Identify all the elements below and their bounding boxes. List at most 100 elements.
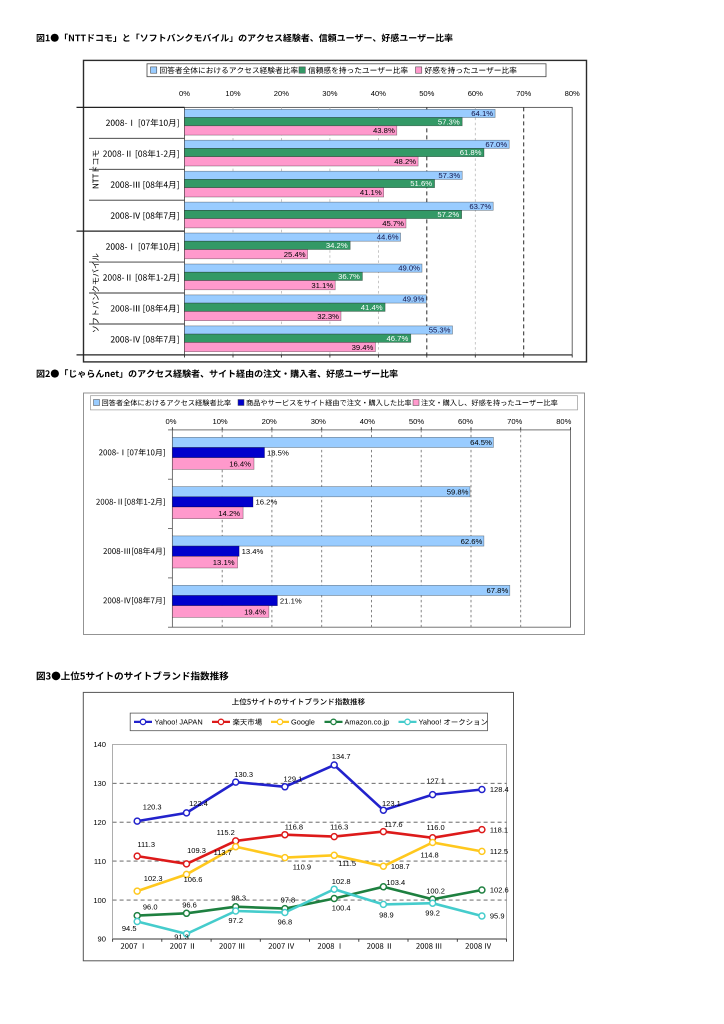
svg-text:13.1%: 13.1% bbox=[213, 558, 235, 567]
svg-text:48.2%: 48.2% bbox=[394, 157, 416, 166]
svg-text:117.6: 117.6 bbox=[384, 820, 402, 829]
svg-text:Google: Google bbox=[291, 718, 315, 727]
svg-text:70%: 70% bbox=[507, 417, 522, 426]
svg-text:123.1: 123.1 bbox=[382, 799, 401, 808]
svg-text:21.1%: 21.1% bbox=[280, 596, 302, 605]
svg-text:40%: 40% bbox=[371, 89, 386, 98]
svg-text:50%: 50% bbox=[409, 417, 424, 426]
svg-text:32.3%: 32.3% bbox=[317, 312, 339, 321]
svg-text:80%: 80% bbox=[565, 89, 580, 98]
svg-text:102.3: 102.3 bbox=[144, 874, 163, 883]
svg-text:97.2: 97.2 bbox=[228, 916, 243, 925]
svg-text:49.0%: 49.0% bbox=[398, 264, 420, 273]
svg-text:57.3%: 57.3% bbox=[438, 117, 460, 126]
svg-text:20%: 20% bbox=[274, 89, 289, 98]
svg-text:64.1%: 64.1% bbox=[471, 109, 493, 118]
svg-text:41.1%: 41.1% bbox=[360, 188, 382, 197]
svg-text:70%: 70% bbox=[516, 89, 531, 98]
svg-text:16.2%: 16.2% bbox=[256, 498, 278, 507]
svg-text:98.9: 98.9 bbox=[379, 910, 394, 919]
svg-text:120: 120 bbox=[93, 818, 106, 827]
svg-text:60%: 60% bbox=[458, 417, 473, 426]
svg-text:0%: 0% bbox=[166, 417, 177, 426]
svg-text:Amazon.co.jp: Amazon.co.jp bbox=[345, 718, 390, 727]
svg-text:59.8%: 59.8% bbox=[447, 487, 469, 496]
svg-text:129.1: 129.1 bbox=[284, 774, 303, 783]
svg-text:99.2: 99.2 bbox=[425, 909, 440, 918]
svg-text:111.3: 111.3 bbox=[137, 840, 155, 849]
svg-text:20%: 20% bbox=[262, 417, 277, 426]
svg-text:19.4%: 19.4% bbox=[244, 608, 266, 617]
svg-text:0%: 0% bbox=[179, 89, 190, 98]
svg-text:115.2: 115.2 bbox=[217, 828, 235, 837]
svg-text:100.4: 100.4 bbox=[332, 903, 351, 912]
svg-text:100: 100 bbox=[93, 896, 106, 905]
svg-text:30%: 30% bbox=[322, 89, 337, 98]
svg-text:106.6: 106.6 bbox=[184, 875, 203, 884]
svg-text:46.7%: 46.7% bbox=[386, 334, 408, 343]
svg-text:98.3: 98.3 bbox=[231, 894, 246, 903]
svg-text:109.3: 109.3 bbox=[187, 846, 206, 855]
svg-text:67.8%: 67.8% bbox=[486, 586, 508, 595]
svg-text:114.8: 114.8 bbox=[420, 851, 438, 860]
svg-text:94.5: 94.5 bbox=[122, 924, 137, 933]
svg-text:49.9%: 49.9% bbox=[402, 295, 424, 304]
svg-text:67.0%: 67.0% bbox=[485, 140, 507, 149]
svg-text:90: 90 bbox=[98, 935, 106, 944]
svg-text:96.0: 96.0 bbox=[143, 903, 158, 912]
svg-text:134.7: 134.7 bbox=[332, 752, 351, 761]
svg-text:95.9: 95.9 bbox=[490, 912, 505, 921]
svg-text:18.5%: 18.5% bbox=[267, 448, 289, 457]
svg-text:112.5: 112.5 bbox=[490, 847, 508, 856]
svg-text:51.6%: 51.6% bbox=[410, 179, 432, 188]
svg-text:45.7%: 45.7% bbox=[382, 219, 404, 228]
svg-text:63.7%: 63.7% bbox=[469, 202, 491, 211]
svg-text:100.2: 100.2 bbox=[426, 886, 445, 895]
svg-text:60%: 60% bbox=[468, 89, 483, 98]
svg-text:130.3: 130.3 bbox=[234, 770, 253, 779]
svg-text:118.1: 118.1 bbox=[490, 825, 508, 834]
svg-text:13.4%: 13.4% bbox=[242, 547, 264, 556]
svg-text:43.8%: 43.8% bbox=[373, 126, 395, 135]
svg-text:116.3: 116.3 bbox=[330, 822, 348, 831]
svg-text:31.1%: 31.1% bbox=[311, 281, 333, 290]
svg-text:57.3%: 57.3% bbox=[438, 171, 460, 180]
svg-text:122.4: 122.4 bbox=[189, 799, 208, 808]
svg-text:44.6%: 44.6% bbox=[377, 233, 399, 242]
svg-text:113.7: 113.7 bbox=[214, 848, 232, 857]
svg-text:111.5: 111.5 bbox=[338, 859, 356, 868]
svg-text:103.4: 103.4 bbox=[386, 878, 405, 887]
svg-text:Yahoo!: Yahoo! bbox=[419, 718, 442, 727]
svg-text:128.4: 128.4 bbox=[490, 785, 509, 794]
svg-text:102.6: 102.6 bbox=[490, 886, 509, 895]
svg-text:39.4%: 39.4% bbox=[352, 343, 374, 352]
svg-text:57.2%: 57.2% bbox=[437, 210, 459, 219]
svg-text:10%: 10% bbox=[212, 417, 227, 426]
svg-text:16.4%: 16.4% bbox=[229, 460, 251, 469]
svg-text:41.4%: 41.4% bbox=[361, 303, 383, 312]
svg-text:36.7%: 36.7% bbox=[338, 272, 360, 281]
svg-text:116.0: 116.0 bbox=[426, 823, 444, 832]
svg-text:110: 110 bbox=[94, 857, 106, 866]
svg-text:34.2%: 34.2% bbox=[326, 241, 348, 250]
svg-text:130: 130 bbox=[93, 779, 106, 788]
svg-text:62.6%: 62.6% bbox=[461, 537, 483, 546]
svg-text:61.8%: 61.8% bbox=[460, 148, 482, 157]
svg-text:108.7: 108.7 bbox=[391, 862, 410, 871]
svg-text:80%: 80% bbox=[556, 417, 571, 426]
svg-text:40%: 40% bbox=[360, 417, 375, 426]
svg-text:127.1: 127.1 bbox=[426, 777, 445, 786]
svg-text:110.9: 110.9 bbox=[293, 863, 311, 872]
svg-text:120.3: 120.3 bbox=[143, 803, 162, 812]
svg-text:64.5%: 64.5% bbox=[470, 438, 492, 447]
svg-text:50%: 50% bbox=[419, 89, 434, 98]
svg-text:116.8: 116.8 bbox=[285, 822, 303, 831]
svg-text:102.8: 102.8 bbox=[332, 877, 351, 886]
svg-text:55.3%: 55.3% bbox=[429, 326, 451, 335]
svg-text:91.3: 91.3 bbox=[174, 932, 189, 941]
svg-text:25.4%: 25.4% bbox=[284, 250, 306, 259]
svg-text:140: 140 bbox=[93, 740, 106, 749]
svg-text:10%: 10% bbox=[225, 89, 240, 98]
svg-text:96.6: 96.6 bbox=[182, 900, 197, 909]
svg-text:30%: 30% bbox=[311, 417, 326, 426]
